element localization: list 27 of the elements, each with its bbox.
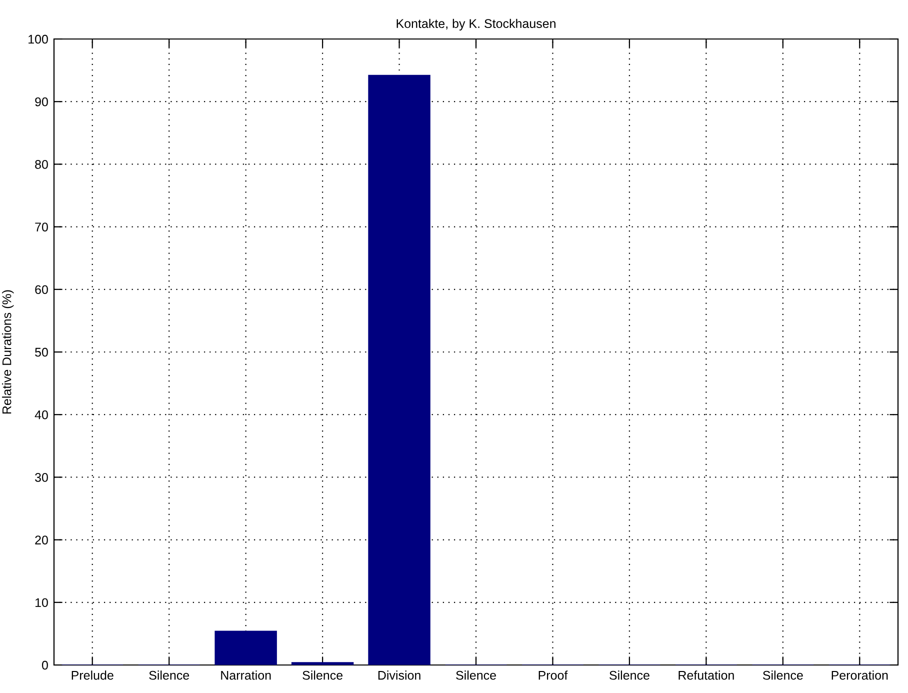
y-tick-label: 50	[35, 348, 48, 357]
y-tick-label: 80	[35, 160, 48, 169]
x-tick-label: Refutation	[678, 670, 734, 680]
y-axis-title: Relative Durations (%)	[2, 290, 14, 414]
y-tick-label: 40	[34, 410, 48, 420]
y-tick-label: 0	[42, 660, 48, 670]
x-tick-label: Peroration	[832, 670, 888, 680]
y-tick-label: 90	[35, 97, 48, 106]
x-tick-label: Narration	[221, 670, 271, 680]
bar	[214, 630, 277, 665]
x-tick-label: Silence	[762, 670, 803, 680]
y-tick-label: 20	[35, 536, 48, 544]
y-tick-label: 100	[28, 34, 48, 44]
y-tick-label: 30	[35, 473, 48, 482]
bar	[291, 662, 354, 665]
x-tick-label: Silence	[610, 670, 650, 680]
y-tick-label: 70	[35, 222, 48, 232]
y-tick-label: 60	[35, 285, 48, 294]
chart-title: Kontakte, by K. Stockhausen	[396, 18, 556, 30]
y-tick-label: 10	[35, 598, 48, 608]
x-tick-label: Silence	[456, 670, 496, 680]
x-tick-label: Silence	[149, 670, 190, 680]
x-tick-label: Proof	[538, 670, 568, 680]
bar	[368, 74, 430, 665]
x-tick-label: Division	[378, 670, 420, 680]
x-tick-label: Silence	[302, 670, 342, 680]
x-tick-label: Prelude	[72, 670, 114, 680]
